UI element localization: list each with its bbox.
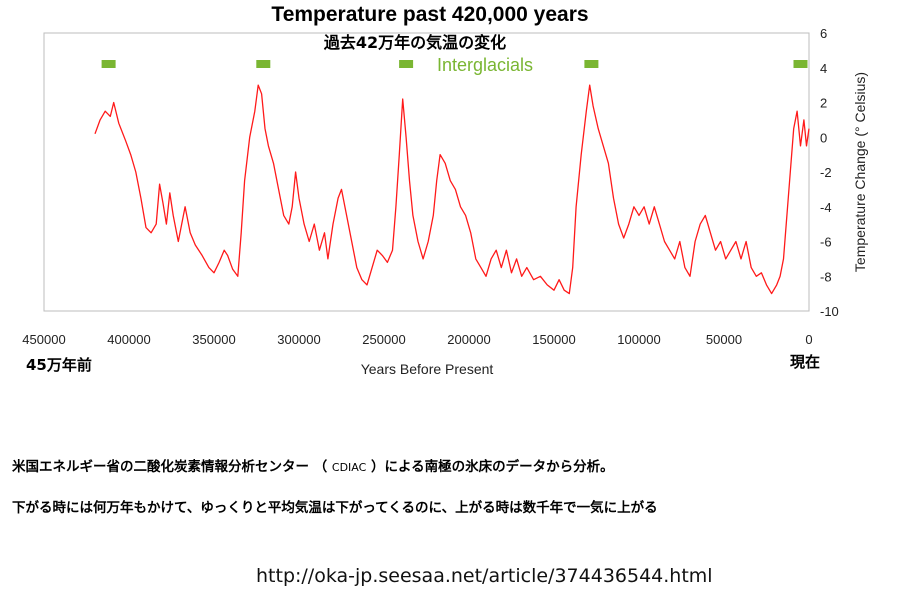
y-tick-label-4: -2 bbox=[820, 165, 832, 180]
series-group bbox=[94, 84, 810, 295]
y-tick-label-6: -6 bbox=[820, 235, 832, 250]
source-url: http://oka-jp.seesaa.net/article/3744365… bbox=[256, 565, 713, 587]
y-axis-label: Temperature Change (° Celsius) bbox=[852, 72, 868, 272]
x-axis-ticks: 450000 400000 350000 300000 250000 200000 1500… bbox=[22, 332, 812, 347]
temperature-chart: Temperature past 420,000 years 過去42万年の気温… bbox=[22, 3, 868, 377]
interglacial-markers bbox=[101, 60, 808, 68]
chart-title: Temperature past 420,000 years bbox=[271, 3, 588, 26]
x-tick-label-3: 300000 bbox=[277, 332, 320, 347]
y-tick-label-1: 4 bbox=[820, 61, 827, 76]
interglacial-marker-3 bbox=[584, 60, 599, 68]
x-tick-label-0: 450000 bbox=[22, 332, 65, 347]
x-tick-label-1: 400000 bbox=[107, 332, 150, 347]
y-tick-label-3: 0 bbox=[820, 130, 827, 145]
interglacials-label: Interglacials bbox=[437, 55, 533, 75]
caption-cdiac: CDIAC bbox=[331, 461, 367, 474]
y-tick-label-0: 6 bbox=[820, 26, 827, 41]
interglacial-marker-4 bbox=[793, 60, 808, 68]
interglacial-marker-2 bbox=[399, 60, 414, 68]
interglacial-marker-0 bbox=[101, 60, 116, 68]
y-axis-ticks: 6 4 2 0 -2 -4 -6 -8 -10 bbox=[820, 26, 839, 319]
right-axis-note: 現在 bbox=[790, 353, 820, 371]
x-tick-label-8: 50000 bbox=[706, 332, 742, 347]
x-tick-label-2: 350000 bbox=[192, 332, 235, 347]
caption-line-1: 米国エネルギー省の二酸化炭素情報分析センター （ CDIAC ）による南極の氷床… bbox=[12, 455, 614, 475]
caption-line-2: 下がる時には何万年もかけて、ゆっくりと平均気温は下がってくるのに、上がる時は数千… bbox=[12, 500, 658, 516]
x-tick-label-7: 100000 bbox=[617, 332, 660, 347]
chart-subtitle: 過去42万年の気温の変化 bbox=[323, 33, 506, 52]
x-axis-label: Years Before Present bbox=[361, 361, 494, 377]
series-line-0 bbox=[94, 84, 810, 295]
x-tick-label-6: 150000 bbox=[532, 332, 575, 347]
left-axis-note: 45万年前 bbox=[26, 356, 92, 374]
y-tick-label-2: 2 bbox=[820, 96, 827, 111]
x-tick-label-4: 250000 bbox=[362, 332, 405, 347]
plot-area-border bbox=[43, 32, 810, 312]
y-tick-label-5: -4 bbox=[820, 200, 832, 215]
y-tick-label-8: -10 bbox=[820, 304, 839, 319]
caption-line-1-after: ）による南極の氷床のデータから分析。 bbox=[366, 459, 614, 475]
caption-line-1-before: 米国エネルギー省の二酸化炭素情報分析センター （ bbox=[12, 459, 332, 475]
y-tick-label-7: -8 bbox=[820, 269, 832, 284]
x-tick-label-5: 200000 bbox=[447, 332, 490, 347]
interglacial-marker-1 bbox=[256, 60, 271, 68]
x-tick-label-9: 0 bbox=[805, 332, 812, 347]
